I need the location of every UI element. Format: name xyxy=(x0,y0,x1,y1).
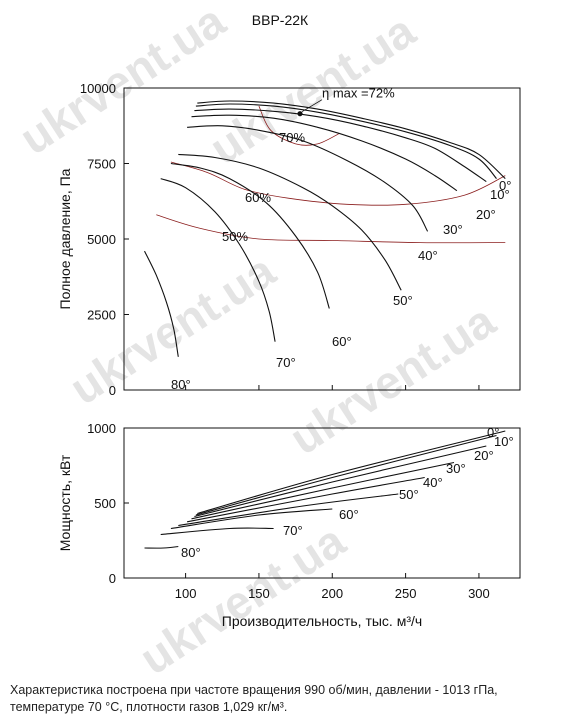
power-curve-label: 60° xyxy=(339,507,359,522)
x-tick-label: 200 xyxy=(321,586,343,601)
power-curve xyxy=(194,445,487,518)
eta-max-label: η max =72% xyxy=(322,86,395,101)
power-curve xyxy=(170,508,333,530)
y-tick-label: 2500 xyxy=(87,308,116,323)
pressure-curve xyxy=(144,250,179,357)
power-curve-label: 40° xyxy=(423,475,443,490)
y-tick-label: 10000 xyxy=(80,81,116,96)
pressure-curve-label: 70° xyxy=(276,355,296,370)
y-tick-label: 500 xyxy=(94,496,116,511)
power-curve xyxy=(144,545,179,549)
eta-max-point xyxy=(297,111,303,117)
pressure-curve xyxy=(191,114,458,192)
y-axis-label-power: Мощность, кВт xyxy=(57,454,73,551)
power-curve xyxy=(178,493,399,527)
y-axis-label-pressure: Полное давление, Па xyxy=(57,168,73,309)
power-curve-label: 80° xyxy=(181,545,201,560)
power-curve xyxy=(191,461,455,520)
power-curve-label: 10° xyxy=(494,434,514,449)
power-curve-label: 30° xyxy=(446,461,466,476)
chart-title: ВВР-22К xyxy=(252,12,309,28)
power-curve xyxy=(195,434,497,516)
efficiency-contour-label: 60% xyxy=(245,190,271,205)
y-tick-label: 0 xyxy=(109,571,116,586)
eta-max-leader xyxy=(301,99,323,113)
efficiency-contour-label: 70% xyxy=(279,130,305,145)
power-curve xyxy=(160,527,274,536)
pressure-curve-label: 10° xyxy=(490,187,510,202)
pressure-curve xyxy=(178,153,402,291)
pressure-curve-label: 20° xyxy=(476,207,496,222)
x-tick-label: 100 xyxy=(175,586,197,601)
power-curve-label: 0° xyxy=(487,425,499,440)
pressure-curve-label: 30° xyxy=(443,222,463,237)
chart-footnote: Характеристика построена при частоте вра… xyxy=(10,683,498,714)
power-curve-label: 70° xyxy=(283,523,303,538)
pressure-curve-label: 0° xyxy=(499,178,511,193)
y-tick-label: 5000 xyxy=(87,232,116,247)
y-tick-label: 7500 xyxy=(87,157,116,172)
efficiency-contour-label: 50% xyxy=(222,229,248,244)
pressure-curve xyxy=(170,162,330,309)
pressure-curve-label: 80° xyxy=(171,377,191,392)
pressure-curve-label: 60° xyxy=(332,334,352,349)
efficiency-contour-70pct xyxy=(258,105,340,146)
y-tick-label: 0 xyxy=(109,383,116,398)
y-tick-label: 1000 xyxy=(87,421,116,436)
power-curve xyxy=(186,476,425,523)
pressure-curve xyxy=(194,108,487,183)
pressure-curve xyxy=(195,103,497,179)
x-tick-label: 150 xyxy=(248,586,270,601)
x-tick-label: 250 xyxy=(395,586,417,601)
x-tick-label: 300 xyxy=(468,586,490,601)
pressure-curve-label: 50° xyxy=(393,293,413,308)
power-curve xyxy=(197,430,506,515)
x-axis-label: Производительность, тыс. м³/ч xyxy=(222,613,422,629)
pressure-curve xyxy=(187,125,429,232)
efficiency-contour-50pct xyxy=(156,214,506,244)
efficiency-contour-60pct xyxy=(170,161,506,206)
pressure-curve xyxy=(160,178,276,342)
power-curve-label: 50° xyxy=(399,487,419,502)
power-curve-label: 20° xyxy=(474,448,494,463)
pressure-curve-label: 40° xyxy=(418,248,438,263)
top-panel-frame xyxy=(123,87,521,391)
pressure-curve xyxy=(197,100,506,180)
